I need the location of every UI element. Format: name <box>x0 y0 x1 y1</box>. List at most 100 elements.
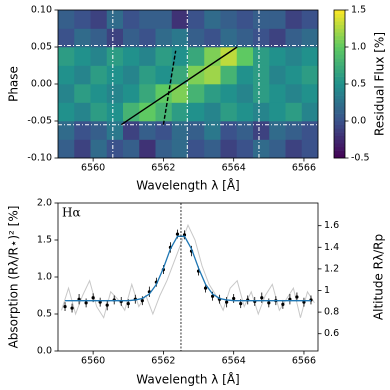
data-point <box>239 302 243 306</box>
heatmap-cell <box>58 28 75 48</box>
heatmap-cell <box>301 139 319 159</box>
heatmap-cell <box>74 121 91 140</box>
heatmap-cell <box>236 47 254 66</box>
colorbar-segment <box>334 28 345 33</box>
colorbar-segment <box>334 61 345 66</box>
x-tick-label: 6564 <box>222 163 246 174</box>
heatmap-cell <box>106 65 124 85</box>
y-tick-label: -0.10 <box>27 153 52 164</box>
heatmap-cell <box>220 139 238 159</box>
data-point <box>288 297 292 301</box>
heatmap-cell <box>236 28 254 48</box>
colorbar-segment <box>334 113 345 118</box>
heatmap-cell <box>253 102 270 122</box>
data-point <box>175 232 180 236</box>
y2-tick-label: 0.8 <box>324 307 339 318</box>
heatmap-cell <box>253 10 270 29</box>
heatmap-cell <box>139 102 156 122</box>
heatmap-cell <box>269 47 286 66</box>
colorbar-segment <box>334 106 345 111</box>
data-point <box>267 301 271 305</box>
heatmap-cell <box>171 121 189 140</box>
heatmap-cell <box>90 65 108 85</box>
raw-spectrum <box>61 223 315 319</box>
trail-line <box>120 46 238 126</box>
colorbar-segment <box>334 58 345 63</box>
colorbar-segment <box>334 10 345 14</box>
colorbar-segment <box>334 146 345 151</box>
colorbar-segment <box>334 80 345 85</box>
data-point <box>91 296 95 300</box>
colorbar-segment <box>334 69 345 74</box>
colorbar-segment <box>334 121 345 125</box>
colorbar-segment <box>334 87 345 92</box>
heatmap-cell <box>74 65 91 85</box>
colorbar-segment <box>334 50 345 55</box>
heatmap-cell <box>123 102 140 122</box>
heatmap-cell <box>285 102 303 122</box>
heatmap-cell <box>269 65 286 85</box>
y-axis-label: Phase <box>7 66 21 102</box>
heatmap-cell <box>123 65 140 85</box>
colorbar-segment <box>334 98 345 103</box>
data-point <box>232 296 236 301</box>
heatmap-cell <box>204 10 221 29</box>
colorbar-tick-label: 0.0 <box>351 116 366 127</box>
colorbar-segment <box>334 95 345 100</box>
heatmap-cell <box>123 84 140 103</box>
y-tick-label: -0.05 <box>27 116 52 127</box>
heatmap-cell <box>188 102 205 122</box>
colorbar-segment <box>334 65 345 70</box>
colorbar-segment <box>334 139 345 144</box>
colorbar-segment <box>334 17 345 22</box>
colorbar-segment <box>334 154 345 159</box>
colorbar-segment <box>334 124 345 129</box>
x-axis-label: Wavelength λ [Å] <box>136 178 240 193</box>
y-tick-label: 0.0 <box>37 346 52 357</box>
data-point <box>126 302 130 306</box>
heatmap-cell <box>58 121 75 140</box>
heatmap-cell <box>106 139 124 159</box>
heatmap-cell <box>139 10 156 29</box>
heatmap-cell <box>58 47 75 66</box>
y-tick-label: 0.10 <box>31 5 52 16</box>
trail-line <box>162 50 177 125</box>
heatmap-cell <box>171 28 189 48</box>
heatmap-cell <box>58 139 75 159</box>
heatmap-cell <box>204 65 221 85</box>
heatmap-cell <box>123 10 140 29</box>
heatmap-cell <box>269 121 286 140</box>
heatmap-cell <box>285 65 303 85</box>
heatmap-cell <box>253 47 270 66</box>
data-point <box>84 301 88 305</box>
colorbar-tick-label: 1.5 <box>351 5 366 16</box>
colorbar-segment <box>334 109 345 114</box>
heatmap-cell <box>188 10 205 29</box>
heatmap-cell <box>155 65 173 85</box>
y2-tick-label: 0.6 <box>324 328 339 339</box>
heatmap-cell <box>171 102 189 122</box>
annotation: Hα <box>62 206 81 220</box>
y-tick-label: 0.05 <box>31 42 52 53</box>
heatmap-cell <box>106 102 124 122</box>
colorbar-tick-label: 0.5 <box>351 79 366 90</box>
heatmap-cell <box>253 139 270 159</box>
colorbar-tick-label: -0.5 <box>351 153 370 164</box>
heatmap-cell <box>123 47 140 66</box>
y2-tick-label: 1.4 <box>324 242 339 253</box>
heatmap-cell <box>139 47 156 66</box>
heatmap-cell <box>171 139 189 159</box>
heatmap-cell <box>285 121 303 140</box>
heatmap-cell <box>236 139 254 159</box>
heatmap-cell <box>236 84 254 103</box>
heatmap-cell <box>285 28 303 48</box>
y-tick-label: 1.0 <box>37 272 52 283</box>
colorbar-segment <box>334 21 345 26</box>
heatmap-cell <box>139 28 156 48</box>
heatmap-cell <box>204 139 221 159</box>
heatmap-cell <box>204 28 221 48</box>
heatmap-cell <box>74 28 91 48</box>
heatmap-cell <box>139 65 156 85</box>
heatmap-cell <box>155 28 173 48</box>
